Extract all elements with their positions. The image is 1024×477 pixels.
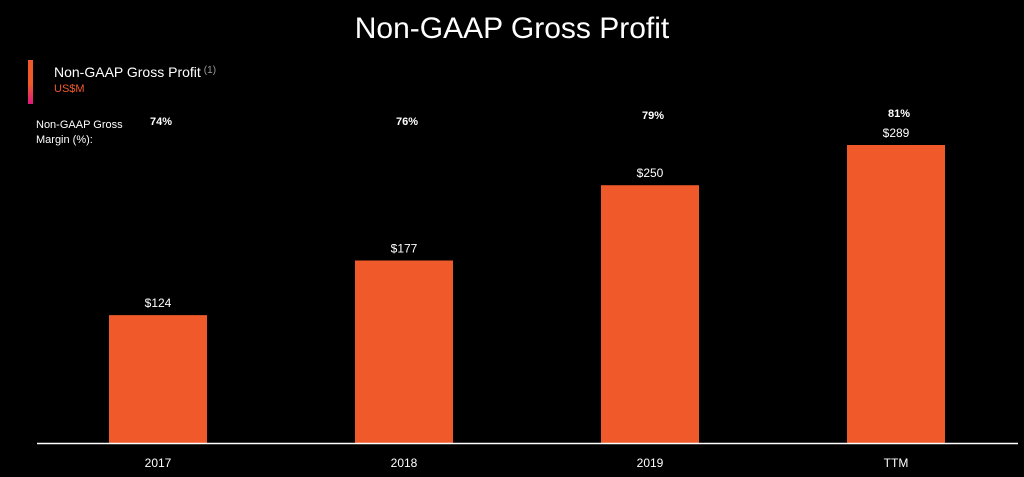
legend-footnote: (1) <box>203 65 217 76</box>
legend-unit: US$M <box>54 83 85 95</box>
bar-2018 <box>355 260 453 443</box>
legend-label-text: Non-GAAP Gross Profit <box>54 64 201 80</box>
value-label-2019: $250 <box>637 166 664 180</box>
value-label-ttm: $289 <box>883 126 910 140</box>
legend-swatch <box>28 60 33 104</box>
slide-title: Non-GAAP Gross Profit <box>354 12 670 45</box>
x-tick-label-2017: 2017 <box>145 456 172 470</box>
margin-label-2018: 76% <box>396 116 418 128</box>
value-label-2018: $177 <box>391 241 418 255</box>
legend-label: Non-GAAP Gross Profit (1) <box>54 64 216 80</box>
bar-2017 <box>109 315 207 443</box>
x-tick-label-2018: 2018 <box>391 456 418 470</box>
margin-label-2017: 74% <box>150 116 172 128</box>
x-tick-label-ttm: TTM <box>884 456 909 470</box>
x-tick-label-2019: 2019 <box>637 456 664 470</box>
value-label-2017: $124 <box>145 296 172 310</box>
margin-label-ttm: 81% <box>888 108 910 120</box>
bar-2019 <box>601 185 699 443</box>
margin-label-2019: 79% <box>642 110 664 122</box>
gross-margin-row-label: Non-GAAP Gross Margin (%): <box>36 119 123 146</box>
bar-ttm <box>847 145 945 443</box>
